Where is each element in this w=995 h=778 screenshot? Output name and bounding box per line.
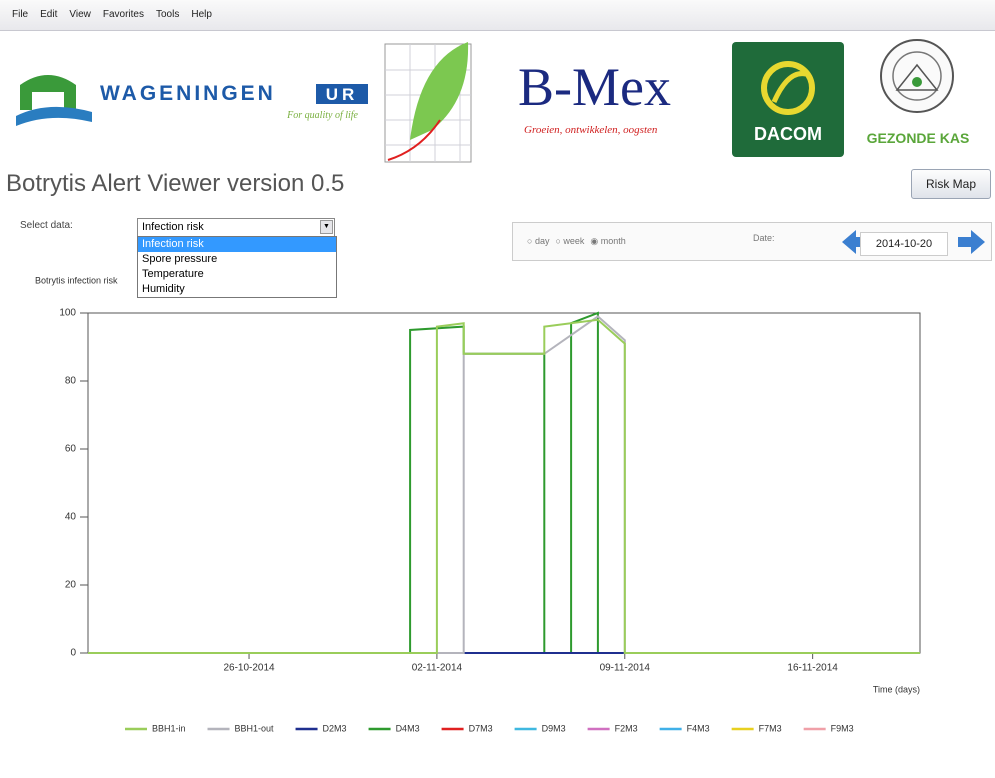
page: FileEditViewFavoritesToolsHelp WAGENINGE… (0, 0, 995, 778)
date-value[interactable]: 2014-10-20 (860, 232, 948, 256)
series-line (88, 316, 920, 653)
y-tick-label: 20 (65, 580, 77, 591)
y-axis-label: Botrytis infection risk (35, 275, 118, 285)
data-select[interactable]: Infection risk ▼ (137, 218, 335, 237)
legend-label: F9M3 (831, 723, 854, 733)
y-tick-label: 0 (70, 648, 76, 659)
period-radio[interactable]: ○ week (555, 236, 584, 246)
legend-label: D2M3 (323, 723, 347, 733)
legend-label: BBH1-in (152, 723, 186, 733)
period-radio[interactable]: ○ day (527, 236, 549, 246)
select-option[interactable]: Spore pressure (138, 252, 336, 267)
period-radio[interactable]: ◉ month (590, 236, 625, 246)
select-option[interactable]: Infection risk (138, 237, 336, 252)
legend-label: D9M3 (542, 723, 566, 733)
select-option[interactable]: Humidity (138, 282, 336, 297)
plot-frame (88, 313, 920, 653)
series-line (88, 320, 920, 653)
radio-label: day (535, 236, 550, 246)
legend-label: F7M3 (759, 723, 782, 733)
y-tick-label: 100 (59, 308, 76, 319)
x-tick-label: 02-11-2014 (412, 663, 463, 674)
radio-label: week (563, 236, 584, 246)
select-value: Infection risk (142, 221, 204, 233)
period-radios: ○ day ○ week ◉ month (527, 236, 632, 247)
select-option[interactable]: Temperature (138, 267, 336, 282)
radio-label: month (601, 236, 626, 246)
legend-label: F2M3 (615, 723, 638, 733)
next-arrow[interactable] (958, 230, 985, 254)
y-tick-label: 60 (65, 444, 77, 455)
chart: Botrytis infection risk 0 20 40 60 80 100 26-10… (0, 0, 995, 778)
legend-label: D7M3 (469, 723, 493, 733)
select-arrow[interactable]: ▼ (320, 220, 333, 234)
legend-label: D4M3 (396, 723, 420, 733)
x-tick-label: 16-11-2014 (787, 663, 838, 674)
select-label: Select data: (20, 220, 73, 231)
y-tick-label: 80 (65, 376, 77, 387)
legend-label: BBH1-out (235, 723, 275, 733)
x-tick-label: 26-10-2014 (223, 663, 275, 674)
legend-label: F4M3 (687, 723, 710, 733)
series-line (88, 313, 920, 653)
x-axis-label: Time (days) (873, 684, 920, 694)
date-label: Date: (753, 233, 775, 243)
x-tick-label: 09-11-2014 (600, 663, 651, 674)
y-tick-label: 40 (65, 512, 77, 523)
